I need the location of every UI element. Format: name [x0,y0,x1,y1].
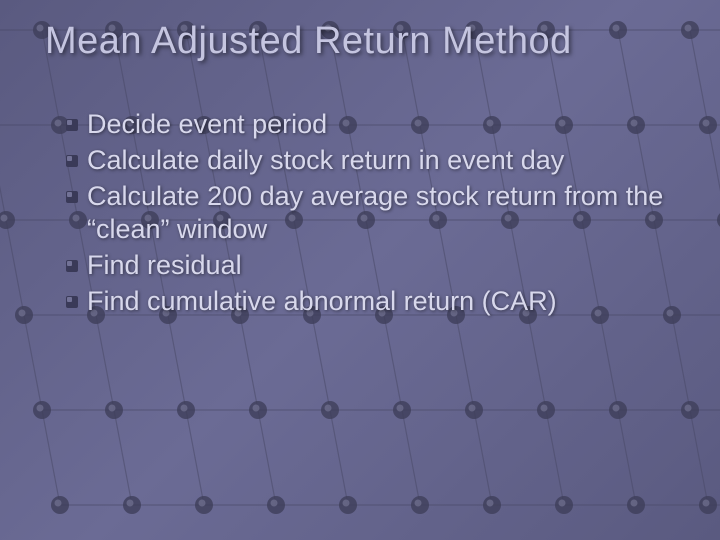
bullet-icon [65,154,79,168]
bullet-item: Calculate 200 day average stock return f… [65,180,680,248]
bullet-text: Find cumulative abnormal return (CAR) [87,285,557,319]
bullet-icon [65,259,79,273]
bullet-item: Find cumulative abnormal return (CAR) [65,285,680,319]
slide-title: Mean Adjusted Return Method [45,20,680,63]
bullet-text: Find residual [87,249,242,283]
bullet-text: Decide event period [87,108,327,142]
bullet-text: Calculate daily stock return in event da… [87,144,564,178]
slide-content: Mean Adjusted Return Method Decide event… [0,0,720,319]
bullet-icon [65,190,79,204]
bullet-icon [65,295,79,309]
bullet-item: Find residual [65,249,680,283]
bullet-text: Calculate 200 day average stock return f… [87,180,680,248]
bullet-list: Decide event periodCalculate daily stock… [65,108,680,319]
bullet-item: Decide event period [65,108,680,142]
bullet-item: Calculate daily stock return in event da… [65,144,680,178]
bullet-icon [65,118,79,132]
